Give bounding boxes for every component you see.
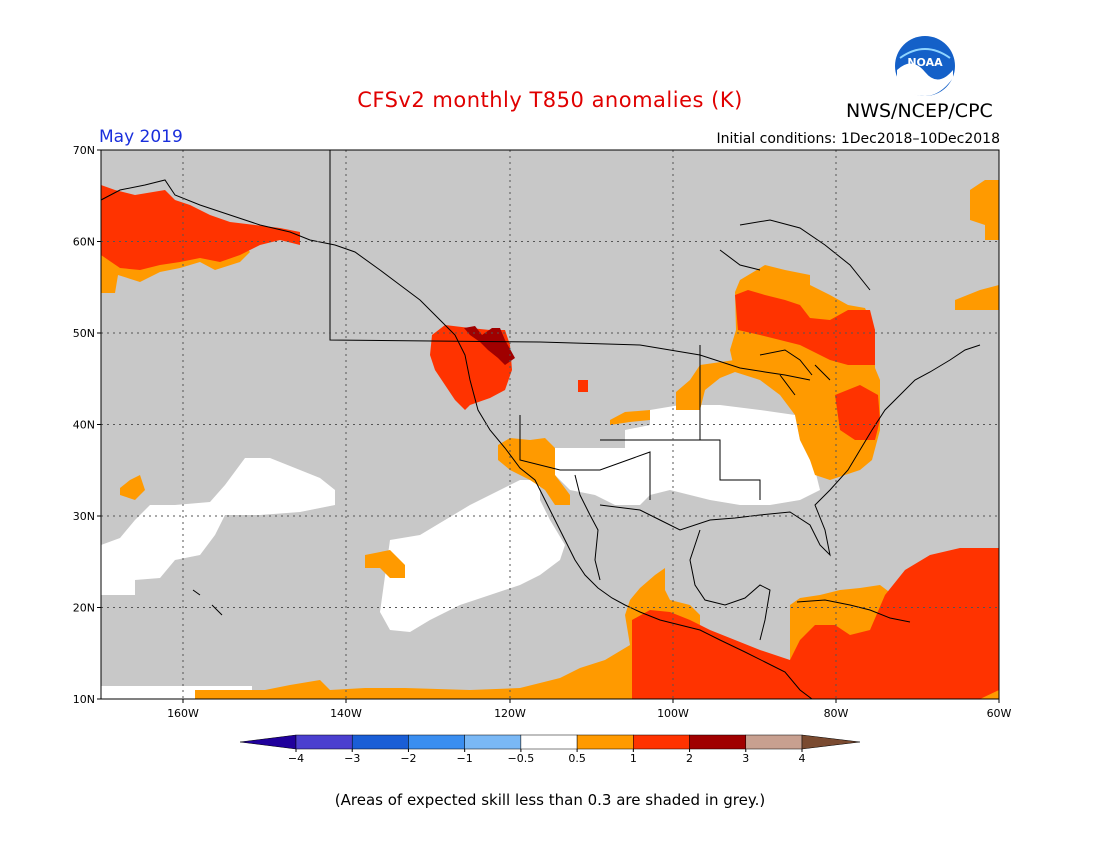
latitude-label: 20N (73, 602, 95, 615)
colorbar-swatch (408, 734, 465, 750)
colorbar-tick-label: 1 (630, 752, 637, 765)
colorbar-tick-label: −2 (400, 752, 416, 765)
latitude-label: 10N (73, 693, 95, 706)
colorbar: −4 −3 −2 −1 −0.5 0.5 1 2 3 4 (239, 734, 861, 765)
colorbar-tick-label: −4 (288, 752, 304, 765)
agency-label: NWS/NCEP/CPC (846, 100, 993, 122)
anomaly-field (101, 150, 999, 699)
noaa-logo: NOAA (895, 36, 955, 96)
skill-footnote: (Areas of expected skill less than 0.3 a… (334, 791, 766, 809)
colorbar-low-arrow (239, 734, 297, 750)
initial-conditions: Initial conditions: 1Dec2018–10Dec2018 (716, 131, 1000, 147)
longitude-label: 120W (494, 707, 526, 720)
colorbar-tick-label: 0.5 (568, 752, 586, 765)
colorbar-tick-label: −1 (457, 752, 473, 765)
longitude-label: 80W (824, 707, 849, 720)
map-title: CFSv2 monthly T850 anomalies (K) (357, 88, 743, 112)
map-axis-labels: 70N 60N 50N 40N 30N 20N 10N 160W 140W 120W 100W 80W… (73, 144, 1012, 720)
latitude-label: 60N (73, 236, 95, 249)
anomaly-1-to-2 (101, 185, 999, 699)
colorbar-swatch (351, 734, 409, 750)
longitude-label: 160W (167, 707, 199, 720)
anomaly-2-to-3 (464, 326, 515, 365)
colorbar-tick-label: 4 (799, 752, 806, 765)
longitude-label: 100W (657, 707, 689, 720)
longitude-label: 60W (987, 707, 1012, 720)
colorbar-tick-label: −0.5 (508, 752, 535, 765)
colorbar-swatch (689, 734, 747, 750)
latitude-label: 70N (73, 144, 95, 157)
latitude-label: 40N (73, 419, 95, 432)
colorbar-swatch (295, 734, 353, 750)
colorbar-tick-label: 2 (686, 752, 693, 765)
latitude-label: 50N (73, 327, 95, 340)
noaa-logo-text: NOAA (907, 56, 943, 69)
colorbar-swatch (633, 734, 690, 750)
coastlines (101, 150, 981, 699)
colorbar-swatch (745, 734, 803, 750)
longitude-label: 140W (330, 707, 362, 720)
colorbar-high-arrow (801, 734, 861, 750)
map-gridlines (101, 150, 999, 699)
forecast-month: May 2019 (99, 127, 183, 147)
colorbar-tick-label: −3 (344, 752, 360, 765)
latitude-label: 30N (73, 510, 95, 523)
colorbar-swatch (576, 734, 634, 750)
colorbar-tick-label: 3 (742, 752, 749, 765)
colorbar-swatch (464, 734, 522, 750)
colorbar-swatch (520, 734, 578, 750)
